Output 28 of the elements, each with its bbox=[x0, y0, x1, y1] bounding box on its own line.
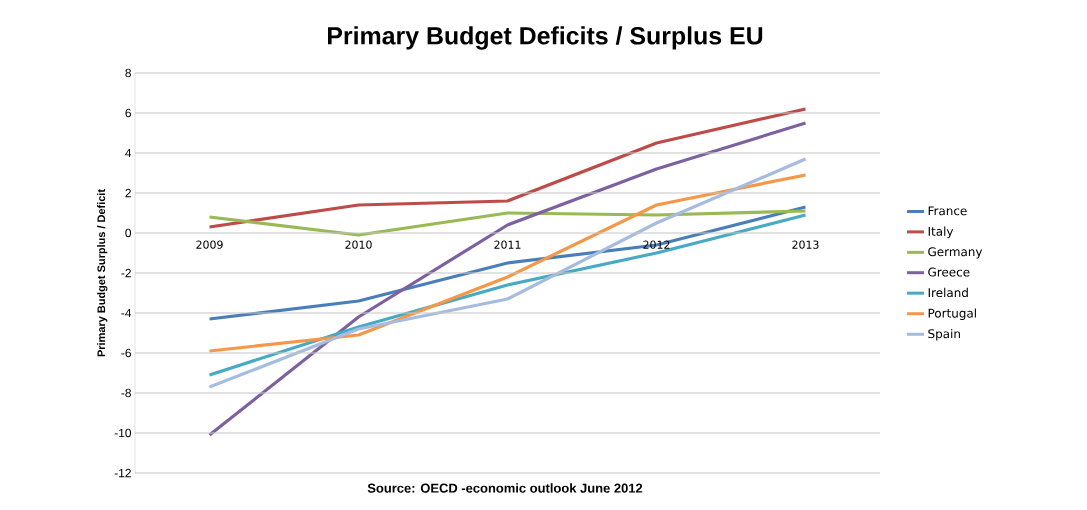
legend-label: Portugal bbox=[928, 308, 976, 320]
x-tick-label: 2009 bbox=[196, 240, 223, 249]
chart-title: Primary Budget Deficits / Surplus EU bbox=[328, 26, 763, 50]
legend-label: Italy bbox=[928, 226, 954, 239]
y-tick-label: -10 bbox=[114, 428, 132, 438]
y-tick-label: -2 bbox=[121, 268, 131, 278]
y-tick-label: 0 bbox=[125, 228, 132, 238]
legend-label: Greece bbox=[928, 267, 970, 277]
y-tick-label: -8 bbox=[121, 388, 131, 398]
y-axis-title: Primary Budget Surplus / Deficit bbox=[97, 189, 108, 357]
legend-label: Ireland bbox=[928, 287, 968, 298]
source-note: Source: OECD -economic outlook June 2012 bbox=[367, 483, 643, 493]
x-tick-label: 2011 bbox=[494, 240, 521, 249]
line-series bbox=[207, 107, 808, 229]
legend-label: Germany bbox=[928, 247, 983, 259]
y-tick-label: -4 bbox=[121, 308, 132, 318]
y-tick-label: 8 bbox=[125, 68, 131, 78]
y-tick-label: 6 bbox=[125, 108, 131, 118]
x-tick-label: 2013 bbox=[792, 240, 819, 249]
y-tick-label: 4 bbox=[125, 148, 132, 158]
y-tick-label: -12 bbox=[114, 468, 131, 478]
legend-label: France bbox=[928, 206, 967, 216]
line-series bbox=[207, 209, 808, 237]
legend-label: Spain bbox=[928, 329, 960, 341]
x-tick-label: 2010 bbox=[345, 240, 372, 249]
y-tick-label: -6 bbox=[121, 348, 131, 358]
x-tick-label: 2012 bbox=[643, 240, 670, 249]
y-tick-label: 2 bbox=[125, 188, 131, 198]
